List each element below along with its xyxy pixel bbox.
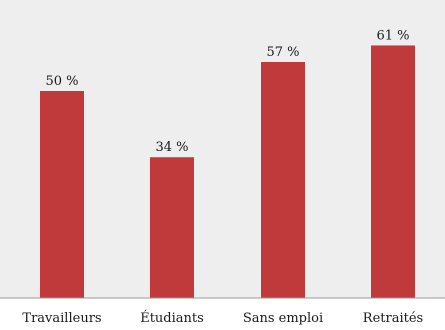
value-label-etudiants: 34 % <box>155 140 188 155</box>
bars-layer <box>40 45 415 299</box>
bar-retraites <box>371 45 415 299</box>
value-label-retraites: 61 % <box>376 28 409 43</box>
value-label-travailleurs: 50 % <box>45 74 78 89</box>
category-label-sans-emploi: Sans emploi <box>243 311 323 326</box>
bar-travailleurs <box>40 91 84 298</box>
category-label-travailleurs: Travailleurs <box>22 311 101 326</box>
category-labels-layer: Travailleurs Étudiants Sans emploi Retraité… <box>22 310 423 326</box>
bar-etudiants <box>150 157 194 298</box>
bar-sans-emploi <box>261 62 305 298</box>
value-labels-layer: 50 % 34 % 57 % 61 % <box>45 28 409 155</box>
category-label-retraites: Retraités <box>363 311 423 326</box>
value-label-sans-emploi: 57 % <box>266 45 299 60</box>
category-label-etudiants: Étudiants <box>140 310 204 326</box>
